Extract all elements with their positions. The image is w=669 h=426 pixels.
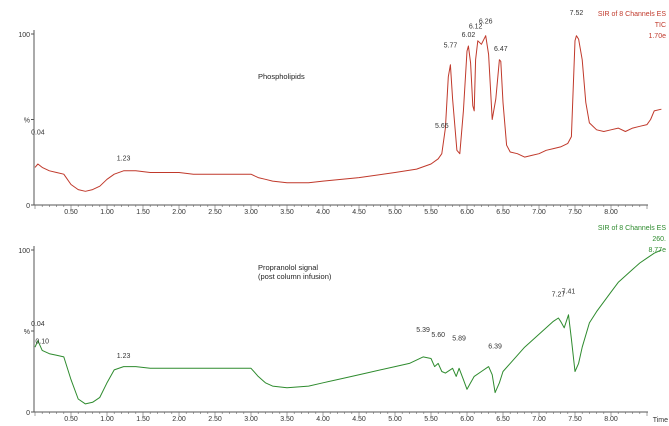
peak-label-top: 6.47 bbox=[494, 46, 508, 53]
peak-label-bottom: 5.60 bbox=[431, 332, 445, 339]
x-tick-label-bottom: 5.00 bbox=[388, 416, 402, 423]
x-tick-label-bottom: 6.50 bbox=[496, 416, 510, 423]
x-tick-label-top: 7.50 bbox=[568, 209, 582, 216]
x-tick-label-top: 2.50 bbox=[208, 209, 222, 216]
x-tick-label-top: 7.00 bbox=[532, 209, 546, 216]
x-tick-label-top: 4.50 bbox=[352, 209, 366, 216]
annotation-text-top: Phospholipids bbox=[258, 72, 305, 81]
header-line-bottom: SIR of 8 Channels ES bbox=[598, 225, 666, 232]
x-axis-label-bottom: Time bbox=[653, 417, 668, 424]
peak-label-bottom: 0.04 bbox=[31, 321, 45, 328]
peak-label-top: 7.52 bbox=[570, 10, 584, 17]
header-line-bottom: 8.77e bbox=[648, 247, 666, 254]
x-tick-label-bottom: 3.00 bbox=[244, 416, 258, 423]
peak-label-top: 6.12 bbox=[469, 24, 483, 31]
peak-label-top: 6.02 bbox=[462, 32, 476, 39]
peak-label-bottom: 1.23 bbox=[117, 353, 131, 360]
x-tick-label-top: 3.00 bbox=[244, 209, 258, 216]
annotation-text-bottom: (post column infusion) bbox=[258, 272, 332, 281]
x-tick-label-top: 5.50 bbox=[424, 209, 438, 216]
peak-label-bottom: 5.39 bbox=[416, 327, 430, 334]
y-tick-label-bottom: 0 bbox=[26, 410, 30, 417]
x-tick-label-bottom: 8.00 bbox=[604, 416, 618, 423]
x-tick-label-top: 5.00 bbox=[388, 209, 402, 216]
series-line-bottom bbox=[34, 249, 662, 405]
x-tick-label-bottom: 4.00 bbox=[316, 416, 330, 423]
header-line-top: TIC bbox=[655, 22, 666, 29]
series-line-top bbox=[34, 35, 662, 192]
peak-label-top: 6.26 bbox=[479, 18, 493, 25]
y-tick-label-bottom: 100 bbox=[18, 248, 30, 255]
x-tick-label-bottom: 4.50 bbox=[352, 416, 366, 423]
peak-label-bottom: 0.10 bbox=[35, 339, 49, 346]
x-tick-label-bottom: 2.00 bbox=[172, 416, 186, 423]
header-line-bottom: 260. bbox=[652, 236, 666, 243]
peak-label-top: 0.04 bbox=[31, 130, 45, 137]
header-line-top: SIR of 8 Channels ES bbox=[598, 11, 666, 18]
y-tick-label-bottom: % bbox=[24, 329, 30, 336]
x-tick-label-top: 4.00 bbox=[316, 209, 330, 216]
y-tick-label-top: 100 bbox=[18, 32, 30, 39]
x-tick-label-bottom: 7.00 bbox=[532, 416, 546, 423]
x-tick-label-bottom: 3.50 bbox=[280, 416, 294, 423]
peak-label-bottom: 7.27 bbox=[552, 292, 566, 299]
x-tick-label-top: 8.00 bbox=[604, 209, 618, 216]
peak-label-top: 5.77 bbox=[444, 42, 458, 49]
x-tick-label-bottom: 0.50 bbox=[64, 416, 78, 423]
x-tick-label-top: 0.50 bbox=[64, 209, 78, 216]
annotation-text-bottom: Propranolol signal bbox=[258, 263, 318, 272]
x-tick-label-bottom: 5.50 bbox=[424, 416, 438, 423]
x-tick-label-top: 1.50 bbox=[136, 209, 150, 216]
x-tick-label-top: 3.50 bbox=[280, 209, 294, 216]
peak-label-top: 1.23 bbox=[117, 155, 131, 162]
y-tick-label-top: % bbox=[24, 118, 30, 125]
header-line-top: 1.70e bbox=[648, 33, 666, 40]
x-tick-label-bottom: 7.50 bbox=[568, 416, 582, 423]
x-tick-label-bottom: 2.50 bbox=[208, 416, 222, 423]
x-tick-label-top: 1.00 bbox=[100, 209, 114, 216]
peak-label-bottom: 6.39 bbox=[488, 343, 502, 350]
x-tick-label-bottom: 6.00 bbox=[460, 416, 474, 423]
x-tick-label-top: 6.00 bbox=[460, 209, 474, 216]
y-tick-label-top: 0 bbox=[26, 203, 30, 210]
x-tick-label-bottom: 1.00 bbox=[100, 416, 114, 423]
x-tick-label-top: 2.00 bbox=[172, 209, 186, 216]
peak-label-top: 5.65 bbox=[435, 123, 449, 130]
x-tick-label-top: 6.50 bbox=[496, 209, 510, 216]
peak-label-bottom: 7.41 bbox=[562, 288, 576, 295]
x-tick-label-bottom: 1.50 bbox=[136, 416, 150, 423]
peak-label-bottom: 5.89 bbox=[452, 335, 466, 342]
